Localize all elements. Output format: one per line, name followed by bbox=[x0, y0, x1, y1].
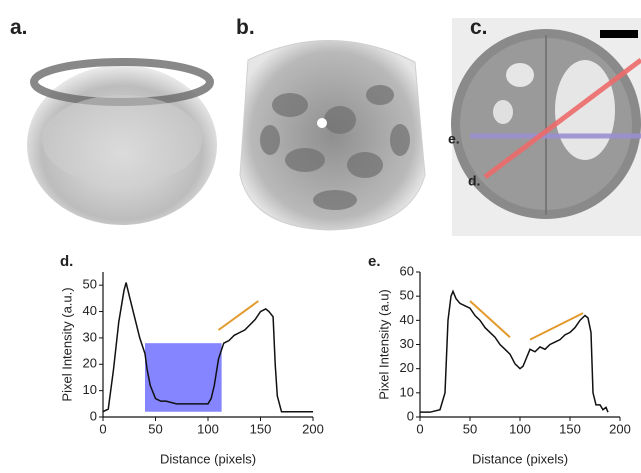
x-axis-label: Distance (pixels) bbox=[160, 451, 256, 466]
x-tick-label: 150 bbox=[559, 421, 581, 436]
x-tick-label: 200 bbox=[302, 421, 324, 436]
trend-line bbox=[529, 312, 584, 341]
image-c bbox=[451, 18, 641, 236]
y-axis-label: Pixel Intensity (a.u) bbox=[376, 289, 391, 400]
data-line bbox=[420, 289, 609, 413]
y-tick-label: 40 bbox=[83, 303, 97, 318]
panel-label: e. bbox=[368, 253, 381, 270]
line-label: d. bbox=[468, 173, 480, 189]
x-tick-label: 100 bbox=[197, 421, 219, 436]
y-tick-label: 0 bbox=[90, 408, 97, 423]
x-tick-label: 50 bbox=[148, 421, 162, 436]
y-tick-label: 10 bbox=[83, 382, 97, 397]
y-tick-label: 10 bbox=[400, 384, 414, 399]
y-tick-label: 60 bbox=[400, 263, 414, 278]
x-axis-label: Distance (pixels) bbox=[472, 451, 568, 466]
x-tick-label: 0 bbox=[416, 421, 423, 436]
y-tick-label: 30 bbox=[400, 336, 414, 351]
x-tick-label: 50 bbox=[463, 421, 477, 436]
panel-label: b. bbox=[236, 16, 255, 39]
data-line bbox=[102, 282, 313, 413]
y-tick-label: 20 bbox=[83, 356, 97, 371]
y-tick-label: 50 bbox=[83, 277, 97, 292]
image-a bbox=[27, 58, 217, 225]
y-tick-label: 40 bbox=[400, 312, 414, 327]
trend-line bbox=[469, 300, 511, 338]
y-tick-label: 0 bbox=[407, 408, 414, 423]
x-tick-label: 0 bbox=[99, 421, 106, 436]
x-tick-label: 200 bbox=[609, 421, 631, 436]
panel-label: d. bbox=[60, 253, 73, 270]
x-tick-label: 100 bbox=[509, 421, 531, 436]
line-label: e. bbox=[448, 131, 460, 147]
x-tick-label: 150 bbox=[250, 421, 272, 436]
y-tick-label: 30 bbox=[83, 329, 97, 344]
y-tick-label: 20 bbox=[400, 360, 414, 375]
panel-label: a. bbox=[10, 16, 28, 39]
image-b bbox=[239, 40, 426, 231]
y-tick-label: 50 bbox=[400, 288, 414, 303]
panel-label: c. bbox=[470, 16, 488, 39]
y-axis-label: Pixel Intensity (a.u.) bbox=[59, 287, 74, 401]
trend-line bbox=[217, 300, 259, 331]
